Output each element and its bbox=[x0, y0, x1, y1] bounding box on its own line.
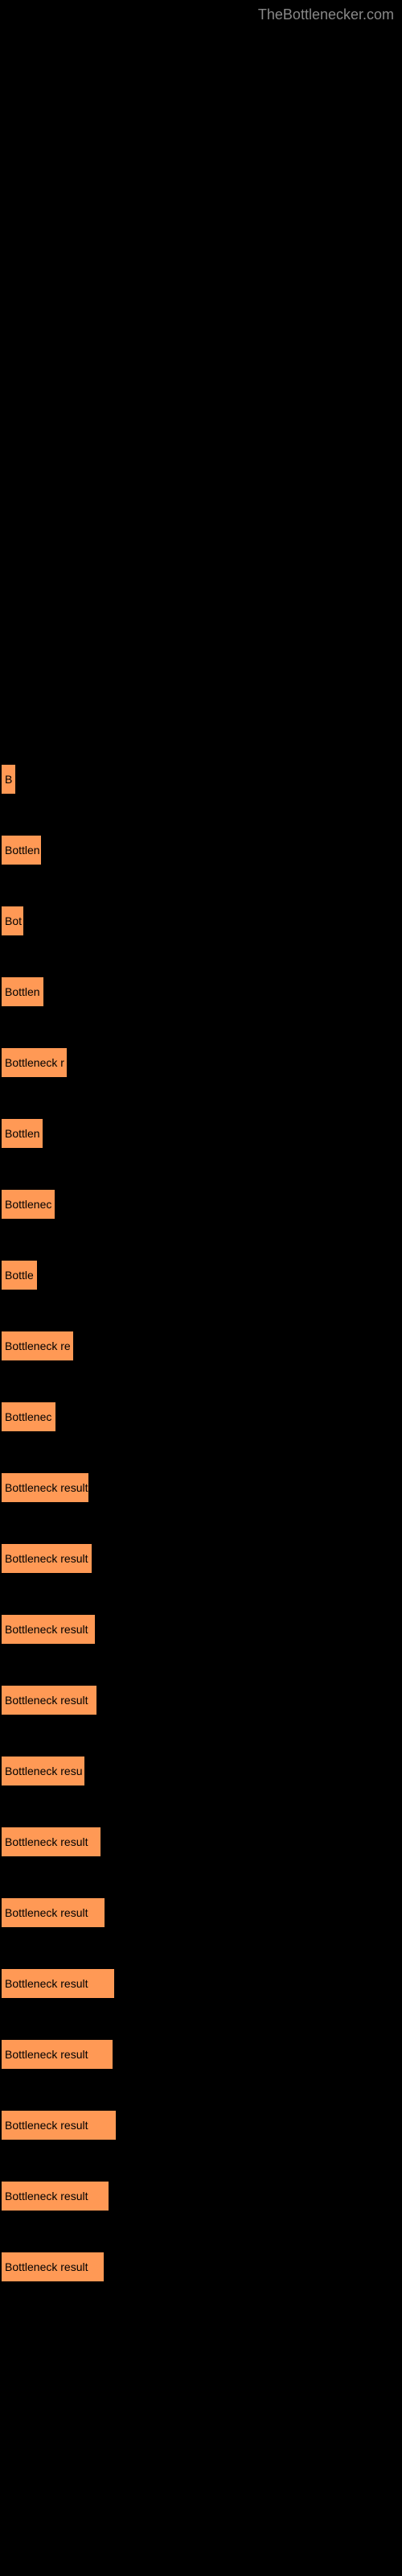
bar: Bottleneck result bbox=[2, 2252, 104, 2281]
bar-row: Bottleneck result bbox=[2, 1898, 402, 1927]
bar: Bottleneck result bbox=[2, 2111, 116, 2140]
bar: Bottleneck result bbox=[2, 1827, 100, 1856]
bar-row: B bbox=[2, 765, 402, 794]
bar-row: Bottleneck resu bbox=[2, 1757, 402, 1785]
bar: B bbox=[2, 765, 15, 794]
bar: Bottlenec bbox=[2, 1190, 55, 1219]
bar-label: Bottleneck result bbox=[5, 1623, 88, 1636]
bar-row: Bot bbox=[2, 906, 402, 935]
bar: Bot bbox=[2, 906, 23, 935]
bar: Bottleneck result bbox=[2, 1473, 88, 1502]
bar-row: Bottle bbox=[2, 1261, 402, 1290]
bar-row: Bottleneck result bbox=[2, 2182, 402, 2211]
bar-label: Bottle bbox=[5, 1269, 34, 1282]
bar: Bottleneck resu bbox=[2, 1757, 84, 1785]
bar-row: Bottleneck result bbox=[2, 1615, 402, 1644]
bar: Bottleneck result bbox=[2, 1686, 96, 1715]
watermark: TheBottlenecker.com bbox=[258, 6, 394, 23]
bar: Bottleneck result bbox=[2, 1615, 95, 1644]
bar-label: Bottleneck result bbox=[5, 1552, 88, 1565]
bar-label: Bottlen bbox=[5, 1127, 40, 1140]
bar-label: Bot bbox=[5, 914, 22, 927]
bar-row: Bottleneck result bbox=[2, 2111, 402, 2140]
bar-row: Bottleneck result bbox=[2, 1473, 402, 1502]
bar: Bottleneck result bbox=[2, 2040, 113, 2069]
bar-row: Bottlenec bbox=[2, 1402, 402, 1431]
bar-row: Bottleneck result bbox=[2, 1827, 402, 1856]
bar-row: Bottleneck result bbox=[2, 2252, 402, 2281]
bar-label: Bottleneck result bbox=[5, 1481, 88, 1494]
bar-label: Bottleneck resu bbox=[5, 1765, 83, 1777]
bar-row: Bottlenec bbox=[2, 1190, 402, 1219]
bar-label: Bottleneck re bbox=[5, 1340, 71, 1352]
bar-label: Bottleneck result bbox=[5, 1906, 88, 1919]
bar-row: Bottleneck result bbox=[2, 1544, 402, 1573]
bar: Bottleneck result bbox=[2, 1969, 114, 1998]
bar-chart: B Bottlen Bot Bottlen Bottleneck r Bottlen Bot… bbox=[0, 0, 402, 2339]
bar: Bottleneck result bbox=[2, 2182, 109, 2211]
bar-row: Bottleneck result bbox=[2, 1686, 402, 1715]
bar-row: Bottleneck re bbox=[2, 1331, 402, 1360]
bar: Bottlen bbox=[2, 977, 43, 1006]
bar: Bottle bbox=[2, 1261, 37, 1290]
bar-row: Bottleneck result bbox=[2, 1969, 402, 1998]
bar-label: Bottleneck result bbox=[5, 2048, 88, 2061]
bar: Bottleneck r bbox=[2, 1048, 67, 1077]
bar-label: Bottleneck r bbox=[5, 1056, 64, 1069]
bar: Bottleneck result bbox=[2, 1544, 92, 1573]
bar: Bottleneck re bbox=[2, 1331, 73, 1360]
bar-row: Bottlen bbox=[2, 977, 402, 1006]
bar-label: Bottlenec bbox=[5, 1410, 51, 1423]
bar-label: Bottleneck result bbox=[5, 1694, 88, 1707]
bar: Bottleneck result bbox=[2, 1898, 105, 1927]
bar-label: Bottleneck result bbox=[5, 1977, 88, 1990]
bar-row: Bottlen bbox=[2, 1119, 402, 1148]
bar-label: Bottleneck result bbox=[5, 1835, 88, 1848]
bar-label: Bottleneck result bbox=[5, 2119, 88, 2132]
bar-row: Bottlen bbox=[2, 836, 402, 865]
bar-label: Bottlenec bbox=[5, 1198, 51, 1211]
bar-label: Bottleneck result bbox=[5, 2260, 88, 2273]
bar: Bottlenec bbox=[2, 1402, 55, 1431]
bar-row: Bottleneck result bbox=[2, 2040, 402, 2069]
bar: Bottlen bbox=[2, 836, 41, 865]
bar: Bottlen bbox=[2, 1119, 43, 1148]
bar-row: Bottleneck r bbox=[2, 1048, 402, 1077]
bar-label: Bottlen bbox=[5, 985, 40, 998]
bar-label: Bottlen bbox=[5, 844, 40, 857]
bar-label: B bbox=[5, 773, 12, 786]
bar-label: Bottleneck result bbox=[5, 2190, 88, 2202]
